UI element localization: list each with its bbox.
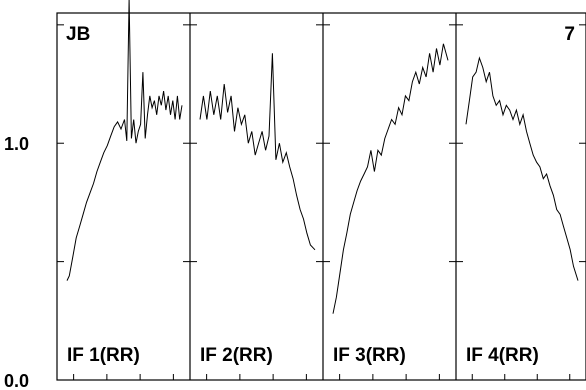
panel-dividers: [189, 13, 457, 380]
panel-labels: IF 1(RR) IF 2(RR) IF 3(RR) IF 4(RR): [67, 345, 539, 366]
panel-label: IF 3(RR): [333, 345, 406, 366]
series-lines: [66, 0, 579, 314]
series-line-3: [332, 43, 449, 314]
axis-ticks: [57, 24, 586, 380]
panel-label: IF 2(RR): [200, 345, 273, 366]
y-tick-label: 1.0: [4, 134, 29, 154]
corner-label-left: JB: [66, 24, 90, 45]
series-line-4: [465, 56, 579, 281]
series-line-2: [199, 53, 316, 251]
y-tick-labels: 0.0 1.0: [4, 134, 29, 390]
corner-label-right: 7: [564, 24, 575, 45]
plot-frame: [56, 12, 586, 381]
panel-label: IF 4(RR): [466, 345, 539, 366]
panel-label: IF 1(RR): [67, 345, 140, 366]
y-tick-label: 0.0: [4, 371, 29, 390]
series-line-1: [66, 0, 183, 281]
